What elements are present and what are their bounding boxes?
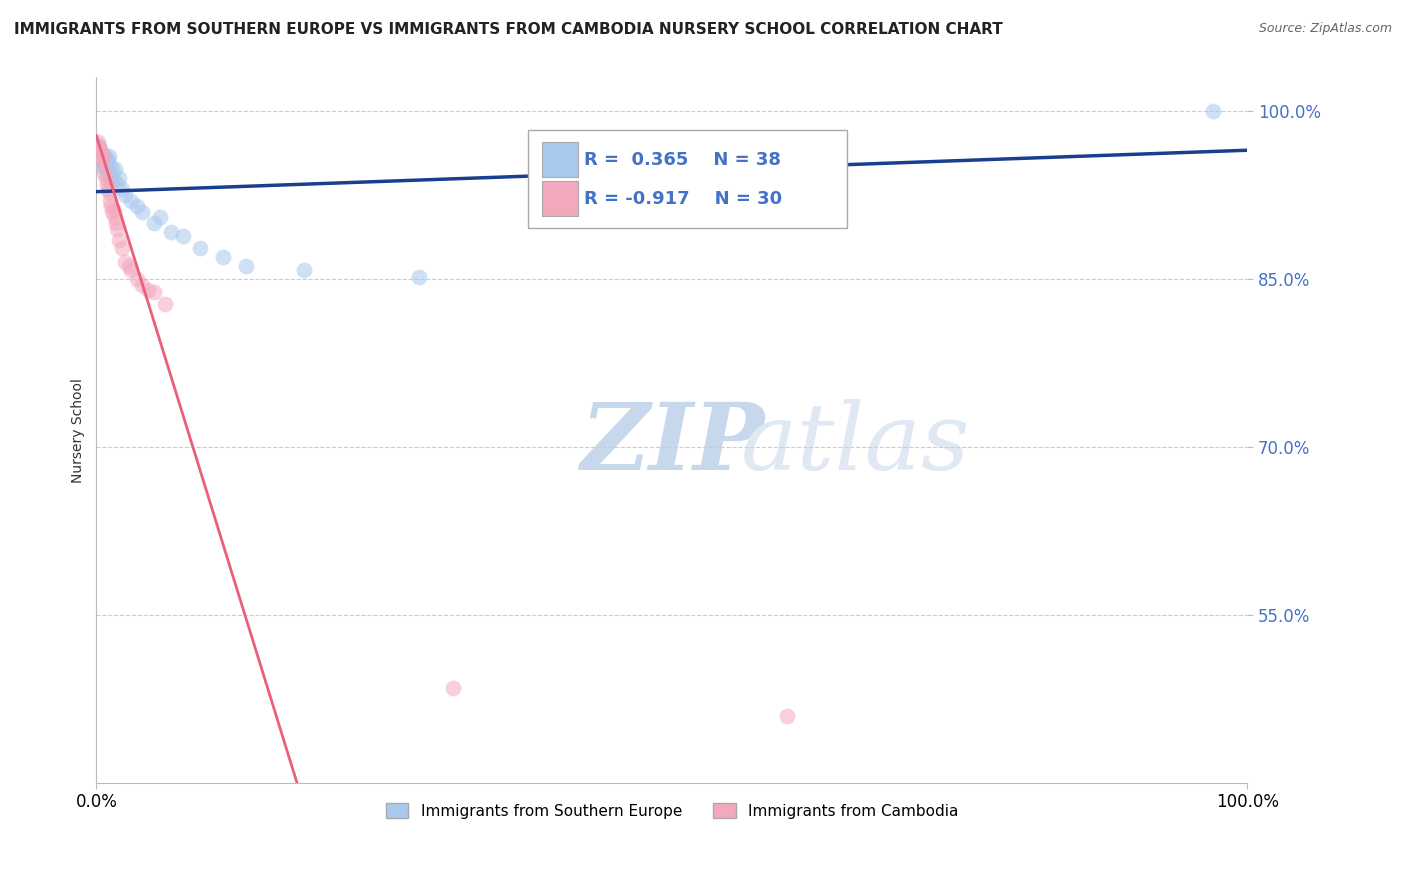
Point: [89, 149, 111, 163]
Point: [776, 709, 799, 723]
Legend: Immigrants from Southern Europe, Immigrants from Cambodia: Immigrants from Southern Europe, Immigra…: [380, 797, 965, 825]
Point: [91, 151, 114, 165]
Point: [125, 272, 148, 286]
Point: [441, 681, 464, 695]
Point: [105, 177, 128, 191]
Point: [155, 296, 177, 310]
Text: Source: ZipAtlas.com: Source: ZipAtlas.com: [1258, 22, 1392, 36]
Point: [188, 241, 211, 255]
Point: [100, 199, 122, 213]
Point: [292, 263, 315, 277]
Point: [101, 204, 124, 219]
Point: [408, 269, 430, 284]
Point: [120, 194, 142, 208]
Text: atlas: atlas: [741, 400, 970, 490]
Point: [96, 177, 118, 191]
Point: [98, 185, 121, 199]
Text: R =  0.365    N = 38: R = 0.365 N = 38: [583, 151, 782, 169]
Point: [86, 136, 108, 150]
Point: [117, 259, 139, 273]
Point: [136, 283, 159, 297]
Point: [91, 158, 114, 172]
Point: [91, 154, 114, 169]
Point: [89, 143, 111, 157]
Point: [125, 199, 148, 213]
Point: [108, 171, 131, 186]
Point: [142, 216, 165, 230]
Point: [120, 263, 142, 277]
Point: [104, 211, 127, 225]
Point: [100, 160, 122, 174]
Point: [105, 221, 128, 235]
Y-axis label: Nursery School: Nursery School: [72, 378, 86, 483]
Point: [131, 204, 153, 219]
Point: [108, 233, 131, 247]
Point: [149, 211, 172, 225]
Point: [1202, 103, 1225, 118]
Point: [86, 137, 108, 152]
Point: [89, 143, 111, 157]
Point: [160, 225, 183, 239]
Point: [142, 285, 165, 300]
Point: [91, 146, 114, 161]
Point: [114, 255, 136, 269]
Text: ZIP: ZIP: [579, 400, 763, 490]
Point: [98, 171, 121, 186]
Point: [111, 241, 134, 255]
Point: [97, 182, 120, 196]
Point: [131, 277, 153, 292]
Point: [94, 171, 117, 186]
Point: [96, 151, 118, 165]
Point: [90, 151, 112, 165]
Point: [104, 216, 127, 230]
Point: [93, 149, 115, 163]
Point: [90, 154, 112, 169]
Point: [94, 160, 117, 174]
Point: [87, 140, 110, 154]
Text: IMMIGRANTS FROM SOUTHERN EUROPE VS IMMIGRANTS FROM CAMBODIA NURSERY SCHOOL CORRE: IMMIGRANTS FROM SOUTHERN EUROPE VS IMMIG…: [14, 22, 1002, 37]
Point: [103, 202, 125, 217]
Point: [101, 166, 124, 180]
Point: [172, 229, 194, 244]
Point: [104, 162, 127, 177]
Point: [103, 173, 125, 187]
Point: [91, 160, 114, 174]
Point: [93, 166, 115, 180]
Point: [91, 149, 114, 163]
Point: [97, 166, 120, 180]
Point: [98, 149, 121, 163]
Point: [97, 154, 120, 169]
Point: [111, 182, 134, 196]
Text: R = -0.917    N = 30: R = -0.917 N = 30: [583, 190, 782, 208]
Point: [235, 259, 257, 273]
Point: [212, 250, 235, 264]
Point: [114, 188, 136, 202]
Point: [93, 154, 115, 169]
Point: [98, 194, 121, 208]
Point: [87, 140, 110, 154]
